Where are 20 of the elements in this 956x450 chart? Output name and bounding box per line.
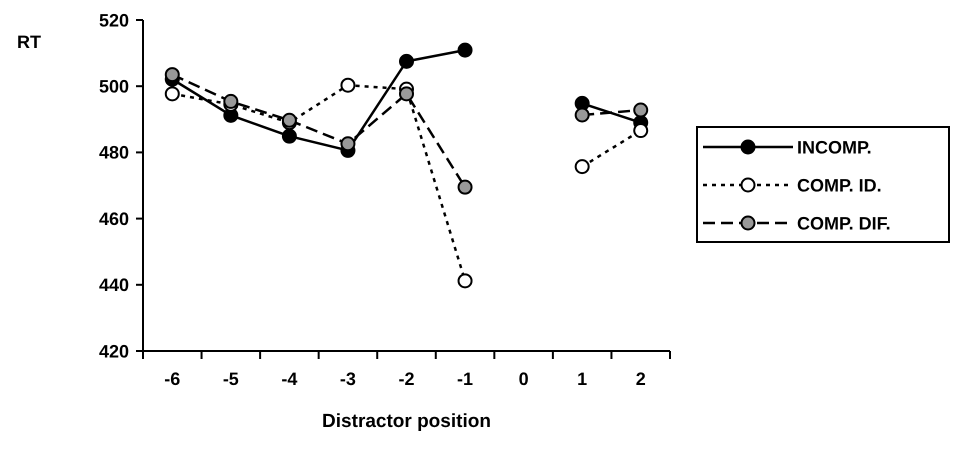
legend-label: COMP. ID. bbox=[797, 175, 882, 196]
x-tick-label: -4 bbox=[281, 369, 298, 389]
y-tick-label: 460 bbox=[98, 208, 129, 229]
legend-label: INCOMP. bbox=[797, 137, 872, 158]
legend-label: COMP. DIF. bbox=[797, 213, 891, 234]
y-tick-label: 420 bbox=[98, 341, 129, 362]
x-tick-label: -5 bbox=[222, 369, 239, 389]
x-tick-label: -2 bbox=[398, 369, 415, 389]
x-tick-label: -6 bbox=[164, 369, 180, 389]
y-tick-label: 500 bbox=[98, 76, 129, 96]
x-axis-title: Distractor position bbox=[322, 411, 491, 432]
x-tick-label: -3 bbox=[340, 369, 356, 389]
y-axis-title: RT bbox=[17, 32, 41, 52]
y-tick-label: 480 bbox=[98, 142, 129, 163]
x-tick-label: 2 bbox=[636, 369, 646, 389]
x-tick-label: -1 bbox=[457, 369, 474, 389]
x-tick-label: 1 bbox=[577, 369, 588, 389]
x-tick-label: 0 bbox=[518, 369, 529, 389]
y-tick-label: 520 bbox=[98, 10, 129, 30]
y-tick-label: 440 bbox=[98, 275, 129, 296]
